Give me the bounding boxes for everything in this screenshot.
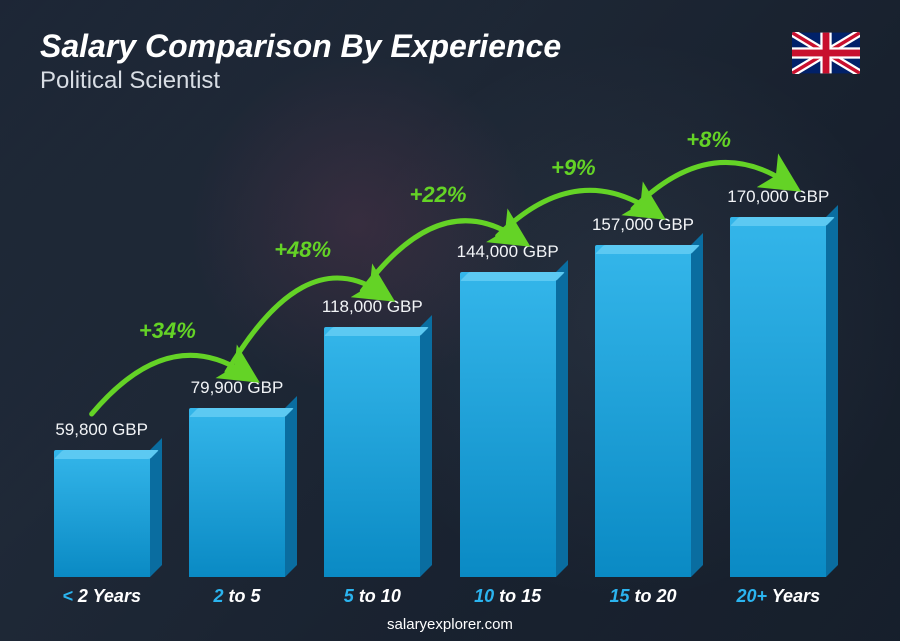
category-highlight: 15 [609,586,629,606]
bar-side-face [285,396,297,577]
chart-container: Salary Comparison By Experience Politica… [0,0,900,641]
header: Salary Comparison By Experience Politica… [40,28,860,95]
category-row: < 2 Years 2 to 5 5 to 10 10 to 15 15 to 20 20… [40,586,840,607]
bar [595,245,691,577]
uk-flag-icon [792,32,860,74]
category-highlight: 2 [213,586,223,606]
bar-side-face [420,315,432,577]
bar-value-label: 59,800 GBP [55,420,148,440]
category-rest: to 15 [494,586,541,606]
bar-front-face [54,450,150,577]
category-label: 5 to 10 [311,586,434,607]
category-label: 10 to 15 [446,586,569,607]
bar-value-label: 144,000 GBP [457,242,559,262]
bar-front-face [189,408,285,577]
chart-subtitle: Political Scientist [40,67,561,95]
category-rest: to 10 [354,586,401,606]
bar-slot: 118,000 GBP [311,97,434,577]
category-highlight: 20+ [737,586,768,606]
bar-top-face [595,245,700,254]
bar-value-label: 79,900 GBP [191,378,284,398]
bar-top-face [54,450,159,459]
chart-title: Salary Comparison By Experience [40,28,561,65]
bar [730,217,826,577]
bar-value-label: 118,000 GBP [322,297,423,317]
bar-value-label: 157,000 GBP [592,215,694,235]
bar-slot: 157,000 GBP [581,97,704,577]
footer-attribution: salaryexplorer.com [0,616,900,633]
category-highlight: 5 [344,586,354,606]
category-rest: Years [767,586,820,606]
bar-front-face [595,245,691,577]
chart-area: 59,800 GBP 79,900 GBP 118,000 GBP 144,000 G… [40,97,840,577]
category-rest: 2 Years [73,586,141,606]
category-highlight: < [62,586,73,606]
bar-value-label: 170,000 GBP [727,187,829,207]
bar-side-face [826,205,838,577]
bar-top-face [730,217,835,226]
bar-side-face [691,233,703,577]
category-highlight: 10 [474,586,494,606]
category-label: 2 to 5 [175,586,298,607]
bar [189,408,285,577]
bar-slot: 170,000 GBP [717,97,840,577]
category-rest: to 5 [223,586,260,606]
category-label: 20+ Years [717,586,840,607]
bar-side-face [150,438,162,577]
bar [324,327,420,577]
category-label: 15 to 20 [581,586,704,607]
category-rest: to 20 [629,586,676,606]
bar-top-face [460,272,565,281]
bar-front-face [324,327,420,577]
bar [54,450,150,577]
bar-front-face [460,272,556,577]
bar-side-face [556,260,568,577]
bar-top-face [324,327,429,336]
bar-slot: 59,800 GBP [40,97,163,577]
bar [460,272,556,577]
bar-top-face [189,408,294,417]
category-label: < 2 Years [40,586,163,607]
titles: Salary Comparison By Experience Politica… [40,28,561,95]
bar-front-face [730,217,826,577]
bar-slot: 144,000 GBP [446,97,569,577]
bar-slot: 79,900 GBP [175,97,298,577]
